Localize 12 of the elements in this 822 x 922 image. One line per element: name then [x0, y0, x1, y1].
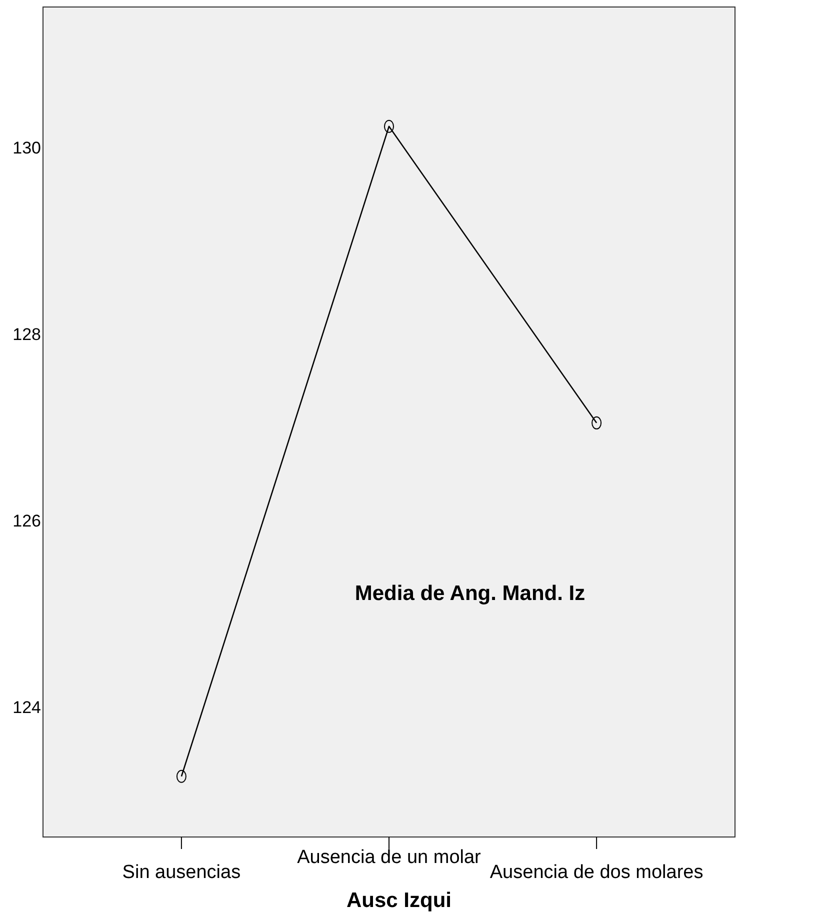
y-tick-label: 128	[12, 324, 41, 344]
y-tick-label: 124	[12, 698, 41, 717]
point	[592, 416, 602, 430]
y-tick-label: 130	[12, 138, 41, 158]
x-tick-label: Sin ausencias	[122, 862, 241, 883]
y-tick-label: 126	[12, 511, 41, 530]
x-tick-label: Ausencia de un molar	[297, 846, 482, 868]
x-axis-title: Ausc Izqui	[346, 889, 452, 912]
point	[384, 120, 394, 133]
y-axis-title: Media de Ang. Mand. Iz	[354, 582, 586, 605]
point	[176, 770, 186, 783]
x-tick-label: Ausencia de dos molares	[490, 862, 704, 883]
